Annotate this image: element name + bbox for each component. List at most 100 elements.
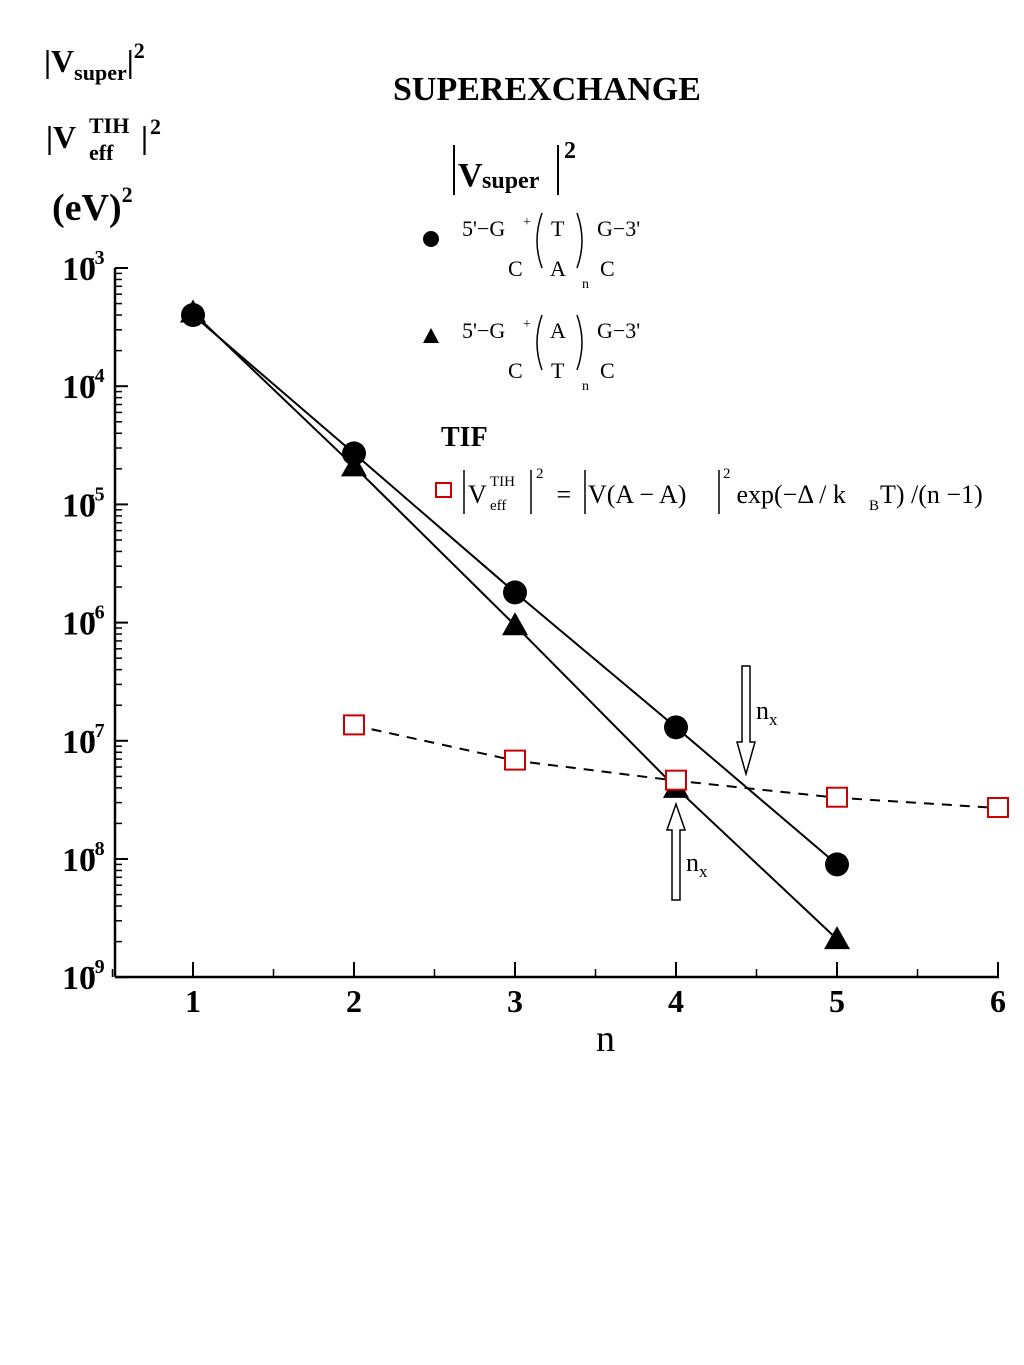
svg-text:|Vsuper|2: |Vsuper|2: [44, 38, 145, 85]
data-point-open-square: [665, 769, 687, 791]
legend-tif-rest1: exp(−Δ / k: [730, 480, 846, 509]
legend2-l2-a: C: [508, 358, 523, 383]
legend-tif-v: V: [468, 480, 487, 509]
legend-tif-rest2: T) /(n −1): [880, 480, 983, 509]
legend2-l2-base: T: [551, 358, 565, 383]
y-tick-base: 10: [62, 724, 96, 761]
legend-circle-marker: [423, 231, 439, 247]
annotation2-sub: x: [699, 862, 708, 881]
legend-square-marker: [435, 482, 452, 498]
data-point-triangle: [180, 299, 206, 323]
data-point-open-square: [343, 714, 365, 736]
y-tick-exp: -9: [88, 956, 105, 978]
x-tick-label: 3: [507, 983, 523, 1019]
y-tick-base: 10: [62, 960, 96, 997]
data-point-open-square: [826, 786, 848, 808]
ylabel-l1-sup: 2: [134, 38, 145, 63]
arrow-up-icon: [665, 801, 687, 901]
ylabel-l1-sub: super: [74, 60, 127, 85]
legend2-l1-plus: +: [523, 317, 531, 332]
y-tick-label: 10-9: [62, 956, 105, 997]
x-axis-label: n: [596, 1018, 615, 1060]
legend2-l1-b: G−3': [597, 318, 640, 343]
y-tick-base: 10: [62, 487, 96, 524]
data-point-circle: [503, 580, 527, 605]
ylabel-l2-main: |V: [46, 119, 76, 155]
series-layer: [180, 299, 1009, 950]
legend-tif-eq1: =: [550, 480, 578, 509]
y-tick-label: 10-5: [62, 483, 105, 524]
legend-triangle-marker: [423, 328, 439, 343]
legend-header-main: V: [458, 157, 483, 194]
legend1-l2-a: C: [508, 256, 523, 281]
y-tick-label: 10-7: [62, 720, 105, 761]
y-tick-label: 10-8: [62, 838, 105, 879]
legend1-l1-base: T: [551, 216, 565, 241]
y-tick-base: 10: [62, 369, 96, 406]
legend-entry-square: V TIH eff 2 = V(A − A) 2 exp(−Δ / k B T)…: [435, 466, 983, 514]
arrow-down-icon: [736, 665, 756, 777]
legend-header: V super 2: [453, 138, 576, 195]
legend1-l1-plus: +: [523, 215, 531, 230]
data-point-open-square: [987, 797, 1009, 819]
data-point-circle: [825, 852, 849, 877]
legend1-l2-n: n: [582, 277, 589, 292]
y-tick-exp: -4: [88, 365, 105, 387]
legend1-l1-a: 5'−G: [462, 216, 505, 241]
data-point-triangle: [824, 926, 850, 950]
x-ticks: 1 2 3 4 5 6: [111, 962, 1006, 1019]
annotation-nx-down: nx: [736, 665, 778, 777]
svg-text:nx: nx: [686, 848, 708, 881]
y-tick-exp: -5: [88, 483, 105, 505]
ylabel-l2-sub: eff: [89, 140, 114, 165]
x-tick-label: 4: [668, 983, 684, 1019]
x-tick-label: 5: [829, 983, 845, 1019]
y-tick-base: 10: [62, 842, 96, 879]
x-tick-label: 2: [346, 983, 362, 1019]
legend-tif-exp: 2: [536, 466, 544, 482]
legend2-l1-a: 5'−G: [462, 318, 505, 343]
y-tick-exp: -8: [88, 838, 105, 860]
x-tick-label: 6: [990, 983, 1006, 1019]
legend-entry-triangle: 5'−G + A G−3' C T n C: [423, 314, 640, 394]
data-point-open-square: [504, 749, 526, 771]
ylabel-l1-main: |V: [44, 43, 74, 79]
y-axis-label: |Vsuper|2 |V TIH eff | 2 (eV)2: [44, 38, 161, 229]
legend-tif-label: TIF: [441, 422, 488, 453]
y-tick-label: 10-3: [62, 247, 105, 288]
y-tick-exp: -6: [88, 602, 105, 624]
legend2-l2-n: n: [582, 379, 589, 394]
legend-tif-exp2: 2: [723, 466, 731, 482]
svg-text:|V: |V: [46, 119, 76, 155]
ylabel-l2-sup: TIH: [89, 113, 129, 138]
data-point-circle: [664, 715, 688, 740]
y-ticks: 10-310-410-510-610-710-810-9: [62, 247, 128, 997]
ylabel-l3-sup: 2: [122, 182, 133, 207]
legend-tif-sub: eff: [490, 498, 506, 514]
legend1-l1-b: G−3': [597, 216, 640, 241]
svg-text:(eV)2: (eV)2: [52, 182, 133, 229]
legend-header-sub: super: [482, 168, 540, 194]
ylabel-l2-sup2: 2: [150, 114, 161, 139]
legend-header-sup: 2: [564, 138, 576, 164]
y-tick-exp: -3: [88, 247, 105, 269]
y-tick-label: 10-4: [62, 365, 105, 406]
y-tick-base: 10: [62, 606, 96, 643]
legend-tif-rhs: V(A − A): [588, 480, 686, 509]
chart-title: SUPEREXCHANGE: [393, 71, 701, 108]
legend-tif-sup: TIH: [490, 474, 515, 490]
y-tick-label: 10-6: [62, 602, 105, 643]
ylabel-l3-main: (eV): [52, 187, 122, 229]
y-tick-exp: -7: [88, 720, 105, 742]
ylabel-l2-tail: |: [141, 119, 148, 155]
y-tick-base: 10: [62, 251, 96, 288]
legend1-l2-b: C: [600, 256, 615, 281]
annotation2-text: n: [686, 848, 699, 877]
legend-tif-subB: B: [869, 498, 879, 514]
data-point-triangle: [341, 453, 367, 477]
legend1-l2-base: A: [550, 256, 566, 281]
annotation1-sub: x: [769, 710, 778, 729]
ylabel-l1-tail: |: [127, 43, 134, 79]
legend2-l2-b: C: [600, 358, 615, 383]
